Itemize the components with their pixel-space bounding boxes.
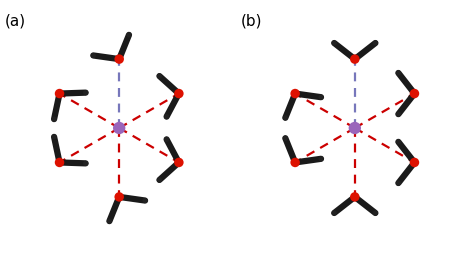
Circle shape: [396, 112, 401, 117]
Circle shape: [332, 210, 337, 216]
Circle shape: [373, 210, 378, 216]
Circle shape: [396, 70, 401, 76]
Circle shape: [143, 198, 148, 203]
Circle shape: [373, 40, 378, 46]
Circle shape: [350, 192, 360, 202]
Circle shape: [174, 89, 183, 98]
Circle shape: [91, 53, 96, 58]
Circle shape: [127, 32, 132, 37]
Circle shape: [55, 89, 64, 98]
Circle shape: [52, 134, 57, 140]
Text: (a): (a): [5, 14, 26, 29]
Circle shape: [157, 177, 162, 183]
Circle shape: [319, 94, 324, 100]
Circle shape: [349, 122, 361, 134]
Circle shape: [291, 158, 300, 167]
Circle shape: [174, 158, 183, 167]
Circle shape: [396, 180, 401, 186]
Circle shape: [283, 136, 288, 141]
Circle shape: [114, 54, 124, 64]
Circle shape: [291, 89, 300, 98]
Circle shape: [350, 54, 360, 64]
Circle shape: [319, 156, 324, 162]
Circle shape: [164, 137, 169, 142]
Circle shape: [55, 158, 64, 167]
Circle shape: [332, 40, 337, 46]
Circle shape: [157, 73, 162, 79]
Circle shape: [113, 122, 125, 134]
Circle shape: [107, 219, 112, 224]
Circle shape: [410, 158, 419, 167]
Circle shape: [114, 192, 124, 202]
Circle shape: [396, 139, 401, 144]
Circle shape: [283, 115, 288, 120]
Circle shape: [164, 114, 169, 119]
Circle shape: [83, 90, 88, 95]
Circle shape: [52, 116, 57, 122]
Text: (b): (b): [241, 14, 262, 29]
Circle shape: [410, 89, 419, 98]
Circle shape: [83, 161, 88, 166]
